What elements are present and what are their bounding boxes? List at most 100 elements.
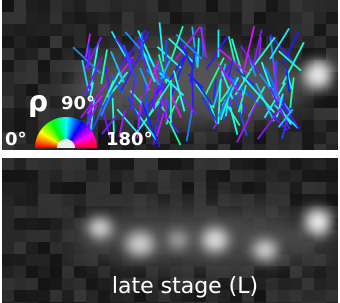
pixel bbox=[158, 36, 170, 48]
pixel bbox=[122, 182, 134, 194]
pixel bbox=[206, 182, 218, 194]
pixel bbox=[278, 278, 290, 290]
pixel bbox=[74, 278, 86, 290]
pixel bbox=[86, 158, 98, 170]
pixel bbox=[158, 182, 170, 194]
pixel bbox=[194, 182, 206, 194]
pixel bbox=[326, 254, 338, 266]
pixel bbox=[2, 254, 14, 266]
pixel bbox=[86, 194, 98, 206]
pixel bbox=[2, 84, 14, 96]
pixel bbox=[14, 182, 26, 194]
pixel bbox=[74, 0, 86, 12]
pixel bbox=[2, 218, 14, 230]
pixel bbox=[74, 170, 86, 182]
pixel bbox=[14, 290, 26, 302]
pixel bbox=[230, 170, 242, 182]
pixel bbox=[50, 0, 62, 12]
pixel bbox=[314, 182, 326, 194]
pixel bbox=[2, 170, 14, 182]
pixel bbox=[206, 158, 218, 170]
pixel bbox=[314, 48, 326, 60]
pixel bbox=[14, 36, 26, 48]
pixel bbox=[242, 0, 254, 12]
pixel bbox=[26, 36, 38, 48]
pixel bbox=[146, 182, 158, 194]
pixel bbox=[26, 72, 38, 84]
pixel bbox=[2, 72, 14, 84]
pixel bbox=[110, 194, 122, 206]
pixel bbox=[170, 182, 182, 194]
pixel bbox=[206, 36, 218, 48]
pixel bbox=[278, 182, 290, 194]
bottom-panel: late stage (L) bbox=[2, 158, 338, 303]
angle-label: 0° bbox=[5, 129, 27, 150]
pixel bbox=[230, 144, 242, 156]
pixel bbox=[302, 120, 314, 132]
pixel bbox=[98, 290, 110, 302]
pixel bbox=[266, 170, 278, 182]
pixel bbox=[218, 12, 230, 24]
pixel bbox=[2, 290, 14, 302]
pixel bbox=[314, 96, 326, 108]
pixel bbox=[230, 132, 242, 144]
pixel bbox=[134, 158, 146, 170]
pixel bbox=[302, 36, 314, 48]
pixel bbox=[206, 144, 218, 156]
pixel bbox=[230, 12, 242, 24]
pixel bbox=[242, 144, 254, 156]
pixel bbox=[98, 0, 110, 12]
pixel bbox=[50, 170, 62, 182]
pixel bbox=[254, 158, 266, 170]
pixel bbox=[74, 266, 86, 278]
pixel bbox=[230, 24, 242, 36]
pixel bbox=[62, 48, 74, 60]
pixel bbox=[254, 194, 266, 206]
pixel bbox=[14, 72, 26, 84]
pixel bbox=[314, 108, 326, 120]
pixel bbox=[206, 0, 218, 12]
pixel bbox=[38, 290, 50, 302]
pixel bbox=[326, 194, 338, 206]
pixel bbox=[218, 182, 230, 194]
figure: ρ 90° 0° 180° late stage (L) bbox=[0, 0, 340, 303]
pixel bbox=[314, 290, 326, 302]
angle-label: 180° bbox=[106, 129, 153, 150]
pixel bbox=[86, 170, 98, 182]
pixel bbox=[290, 266, 302, 278]
pixel bbox=[62, 182, 74, 194]
pixel bbox=[302, 194, 314, 206]
pixel bbox=[62, 0, 74, 12]
pixel bbox=[110, 170, 122, 182]
pixel bbox=[326, 278, 338, 290]
pixel bbox=[266, 132, 278, 144]
pixel bbox=[314, 120, 326, 132]
pixel bbox=[158, 158, 170, 170]
pixel bbox=[302, 132, 314, 144]
pixel bbox=[50, 290, 62, 302]
pixel bbox=[218, 24, 230, 36]
pixel bbox=[242, 170, 254, 182]
pixel bbox=[242, 12, 254, 24]
pixel bbox=[122, 0, 134, 12]
pixel bbox=[2, 266, 14, 278]
pixel bbox=[326, 144, 338, 156]
pixel bbox=[14, 84, 26, 96]
pixel bbox=[26, 48, 38, 60]
pixel bbox=[2, 206, 14, 218]
pixel bbox=[266, 278, 278, 290]
pixel bbox=[266, 266, 278, 278]
pixel bbox=[146, 170, 158, 182]
pixel bbox=[170, 12, 182, 24]
pixel bbox=[38, 254, 50, 266]
pixel bbox=[194, 24, 206, 36]
pixel bbox=[62, 12, 74, 24]
pixel bbox=[38, 60, 50, 72]
pixel bbox=[26, 278, 38, 290]
pixel bbox=[26, 194, 38, 206]
pixel bbox=[158, 12, 170, 24]
pixel bbox=[110, 24, 122, 36]
pixel bbox=[38, 266, 50, 278]
pixel bbox=[254, 132, 266, 144]
pixel bbox=[26, 254, 38, 266]
